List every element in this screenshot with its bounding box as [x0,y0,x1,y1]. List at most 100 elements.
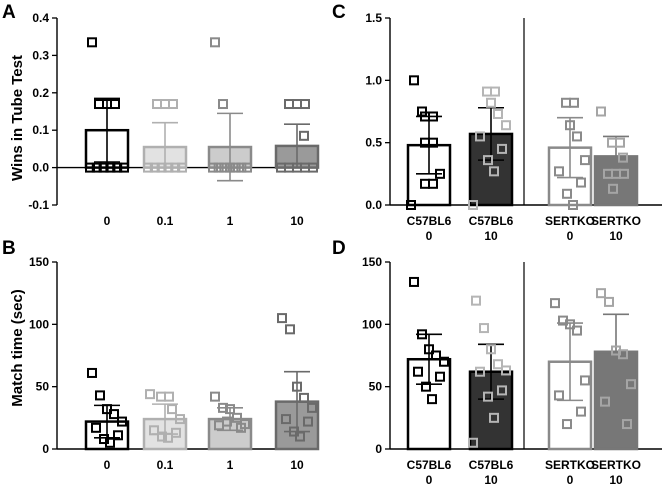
data-point-c-1 [489,166,499,177]
data-point-a-2 [208,162,218,173]
panel-a-chart: -0.1 0.0 0.1 0.2 0.3 0.4 0 0.1 1 10 [28,11,320,228]
x-tick-label-d-3: 10 [609,473,623,487]
data-point-b-2 [236,422,246,433]
data-point-c-3 [608,183,618,194]
data-point-d-3 [626,379,636,390]
data-point-d-2 [554,390,564,401]
panel-letter-d: D [332,238,346,259]
data-point-d-0 [435,371,445,382]
y-tick-label-c: 1.5 [365,11,382,25]
data-point-b-0 [95,390,105,401]
data-point-b-2 [222,416,232,427]
data-point-c-2 [572,131,582,142]
data-point-d-2 [562,419,572,430]
data-point-d-1 [501,365,511,376]
y-tick-label-b: 0 [42,442,49,456]
data-point-c-1 [501,120,511,131]
data-point-a-1 [152,99,162,110]
data-point-c-3 [596,106,606,117]
data-point-d-2 [550,298,560,309]
panel-b-chart: 0 50 100 150 0 0.1 1 10 [29,255,320,472]
data-point-d-1 [493,359,503,370]
y-tick-label-a: 0.4 [32,11,49,25]
data-point-c-3 [615,137,625,148]
data-point-b-0 [87,367,97,378]
data-point-d-0 [409,276,419,287]
data-point-b-3 [299,392,309,403]
data-point-d-2 [580,375,590,386]
data-point-a-0 [105,162,116,173]
data-point-b-3 [303,416,313,427]
y-axis-label-a: Wins in Tube Test [9,55,26,181]
data-point-c-1 [490,86,500,97]
data-point-d-1 [468,437,478,448]
data-point-d-1 [475,366,485,377]
x-tick-label-c-0: C57BL6 [407,214,452,228]
data-point-c-2 [565,120,575,131]
data-point-b-1 [157,431,167,442]
data-point-d-1 [486,344,496,355]
data-point-d-3 [596,288,606,299]
data-point-a-3 [308,162,318,173]
data-point-b-2 [225,404,235,415]
y-tick-label-d: 50 [369,380,383,394]
x-tick-label-d-2: SERTKO [545,458,595,472]
data-point-a-0 [112,162,123,173]
x-tick-label-c-2: 0 [567,229,574,243]
y-tick-label-a: -0.1 [28,198,49,212]
data-point-d-0 [417,329,427,340]
x-tick-label-c-2: SERTKO [545,214,595,228]
y-tick-label-c: 0.0 [365,198,382,212]
data-point-b-3 [277,313,287,324]
data-point-a-2 [236,162,247,173]
data-point-d-1 [483,391,493,402]
x-tick-label-a-1: 0.1 [157,214,174,228]
y-axis-label-b: Match time (sec) [9,289,26,407]
data-point-d-0 [424,344,434,355]
data-point-a-1 [177,162,187,173]
data-point-a-1 [149,162,160,173]
data-point-b-0 [113,430,123,441]
data-point-b-2 [210,391,220,402]
y-tick-label-b: 150 [29,255,49,269]
data-point-c-3 [618,152,628,163]
data-point-c-0 [428,178,438,189]
y-tick-label-d: 0 [375,442,382,456]
data-point-d-0 [421,381,431,392]
x-tick-label-d-0: 0 [426,473,433,487]
panel-letter-a: A [2,2,16,23]
data-point-c-2 [569,97,579,108]
data-point-a-2 [218,99,228,110]
data-point-d-1 [497,385,507,396]
data-point-d-0 [431,350,441,361]
y-tick-label-a: 0.2 [32,86,49,100]
data-point-a-3 [284,99,294,110]
data-point-a-2 [219,162,230,173]
data-point-a-2 [242,162,252,173]
data-point-b-3 [307,402,317,413]
data-point-b-0 [117,416,127,427]
data-point-a-2 [225,162,235,173]
x-tick-label-d-1: C57BL6 [469,458,514,472]
data-point-b-1 [156,391,166,402]
data-point-c-2 [561,97,571,108]
data-point-a-0 [85,162,95,173]
data-point-b-1 [175,414,185,425]
data-point-a-1 [163,162,174,173]
data-point-a-3 [300,99,310,110]
data-point-b-0 [91,422,101,433]
panel-letter-c: C [332,2,346,23]
data-point-c-0 [409,75,419,86]
y-tick-label-b: 100 [29,317,49,331]
data-point-b-3 [285,324,295,335]
data-point-a-1 [156,162,167,173]
x-tick-label-d-0: C57BL6 [407,458,452,472]
data-point-a-1 [170,162,181,173]
data-point-b-0 [105,437,115,448]
data-point-c-2 [576,177,586,188]
x-tick-label-c-0: 0 [426,229,433,243]
data-point-a-3 [299,130,309,141]
panel-c-chart: 0.00.51.01.5C57BL60C57BL610SERTKO0SERTKO… [365,11,662,243]
